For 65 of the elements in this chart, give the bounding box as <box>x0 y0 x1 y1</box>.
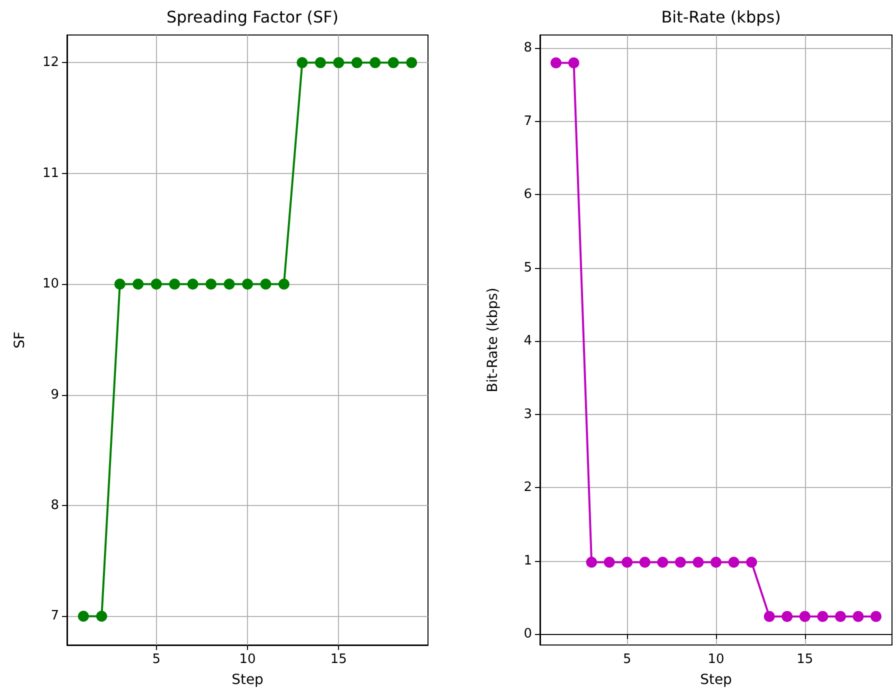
y-tick-label: 3 <box>524 406 532 422</box>
x-tick-label: 10 <box>239 652 256 667</box>
y-tick-label: 5 <box>524 260 532 276</box>
y-tick-label: 8 <box>50 498 59 514</box>
point <box>764 610 775 622</box>
point <box>114 278 126 290</box>
point <box>169 278 180 290</box>
point <box>370 57 381 68</box>
point <box>242 278 253 290</box>
y-tick-label: 0 <box>524 626 532 642</box>
x-axis-title: Step <box>232 672 264 688</box>
y-tick-label: 9 <box>50 387 59 402</box>
point <box>132 278 144 290</box>
point <box>728 556 740 568</box>
point <box>388 57 399 68</box>
y-axis-title: Bit-Rate (kbps) <box>485 288 501 392</box>
point <box>78 610 89 622</box>
x-tick-label: 5 <box>622 652 632 667</box>
point <box>622 556 633 568</box>
point <box>674 556 686 568</box>
point <box>586 556 598 568</box>
point <box>568 57 580 68</box>
point <box>550 57 562 68</box>
point <box>406 57 418 68</box>
y-tick-label: 2 <box>524 480 532 496</box>
y-tick-label: 11 <box>42 166 59 181</box>
point <box>870 610 882 622</box>
chart-title: Bit-Rate (kbps) <box>661 8 781 26</box>
point <box>351 57 362 68</box>
point <box>639 556 650 568</box>
point <box>187 278 198 290</box>
point <box>782 610 793 622</box>
point <box>710 556 722 568</box>
point <box>746 556 758 568</box>
x-tick-label: 5 <box>152 652 160 667</box>
y-tick-label: 12 <box>42 55 59 70</box>
x-tick-label: 10 <box>708 652 724 667</box>
point <box>834 610 846 622</box>
chart-title: Spreading Factor (SF) <box>166 8 339 26</box>
point <box>852 610 864 622</box>
point <box>278 278 290 290</box>
y-tick-label: 10 <box>42 276 59 292</box>
y-tick-label: 6 <box>524 187 532 202</box>
y-tick-label: 7 <box>50 608 59 624</box>
point <box>150 278 162 290</box>
point <box>604 556 615 568</box>
x-tick-label: 15 <box>330 652 347 667</box>
x-axis-title: Step <box>700 672 732 688</box>
point <box>296 57 308 68</box>
point <box>692 556 704 568</box>
point <box>96 610 108 622</box>
point <box>224 278 235 290</box>
y-axis-title: SF <box>12 332 28 348</box>
point <box>314 57 326 68</box>
x-tick-label: 15 <box>796 652 814 667</box>
y-tick-label: 7 <box>524 114 532 129</box>
point <box>333 57 344 68</box>
point <box>260 278 272 290</box>
y-tick-label: 1 <box>524 553 532 568</box>
point <box>657 556 668 568</box>
y-tick-label: 4 <box>524 334 532 349</box>
point <box>206 278 217 290</box>
point <box>799 610 810 622</box>
point <box>817 610 828 622</box>
y-tick-label: 8 <box>524 40 532 56</box>
